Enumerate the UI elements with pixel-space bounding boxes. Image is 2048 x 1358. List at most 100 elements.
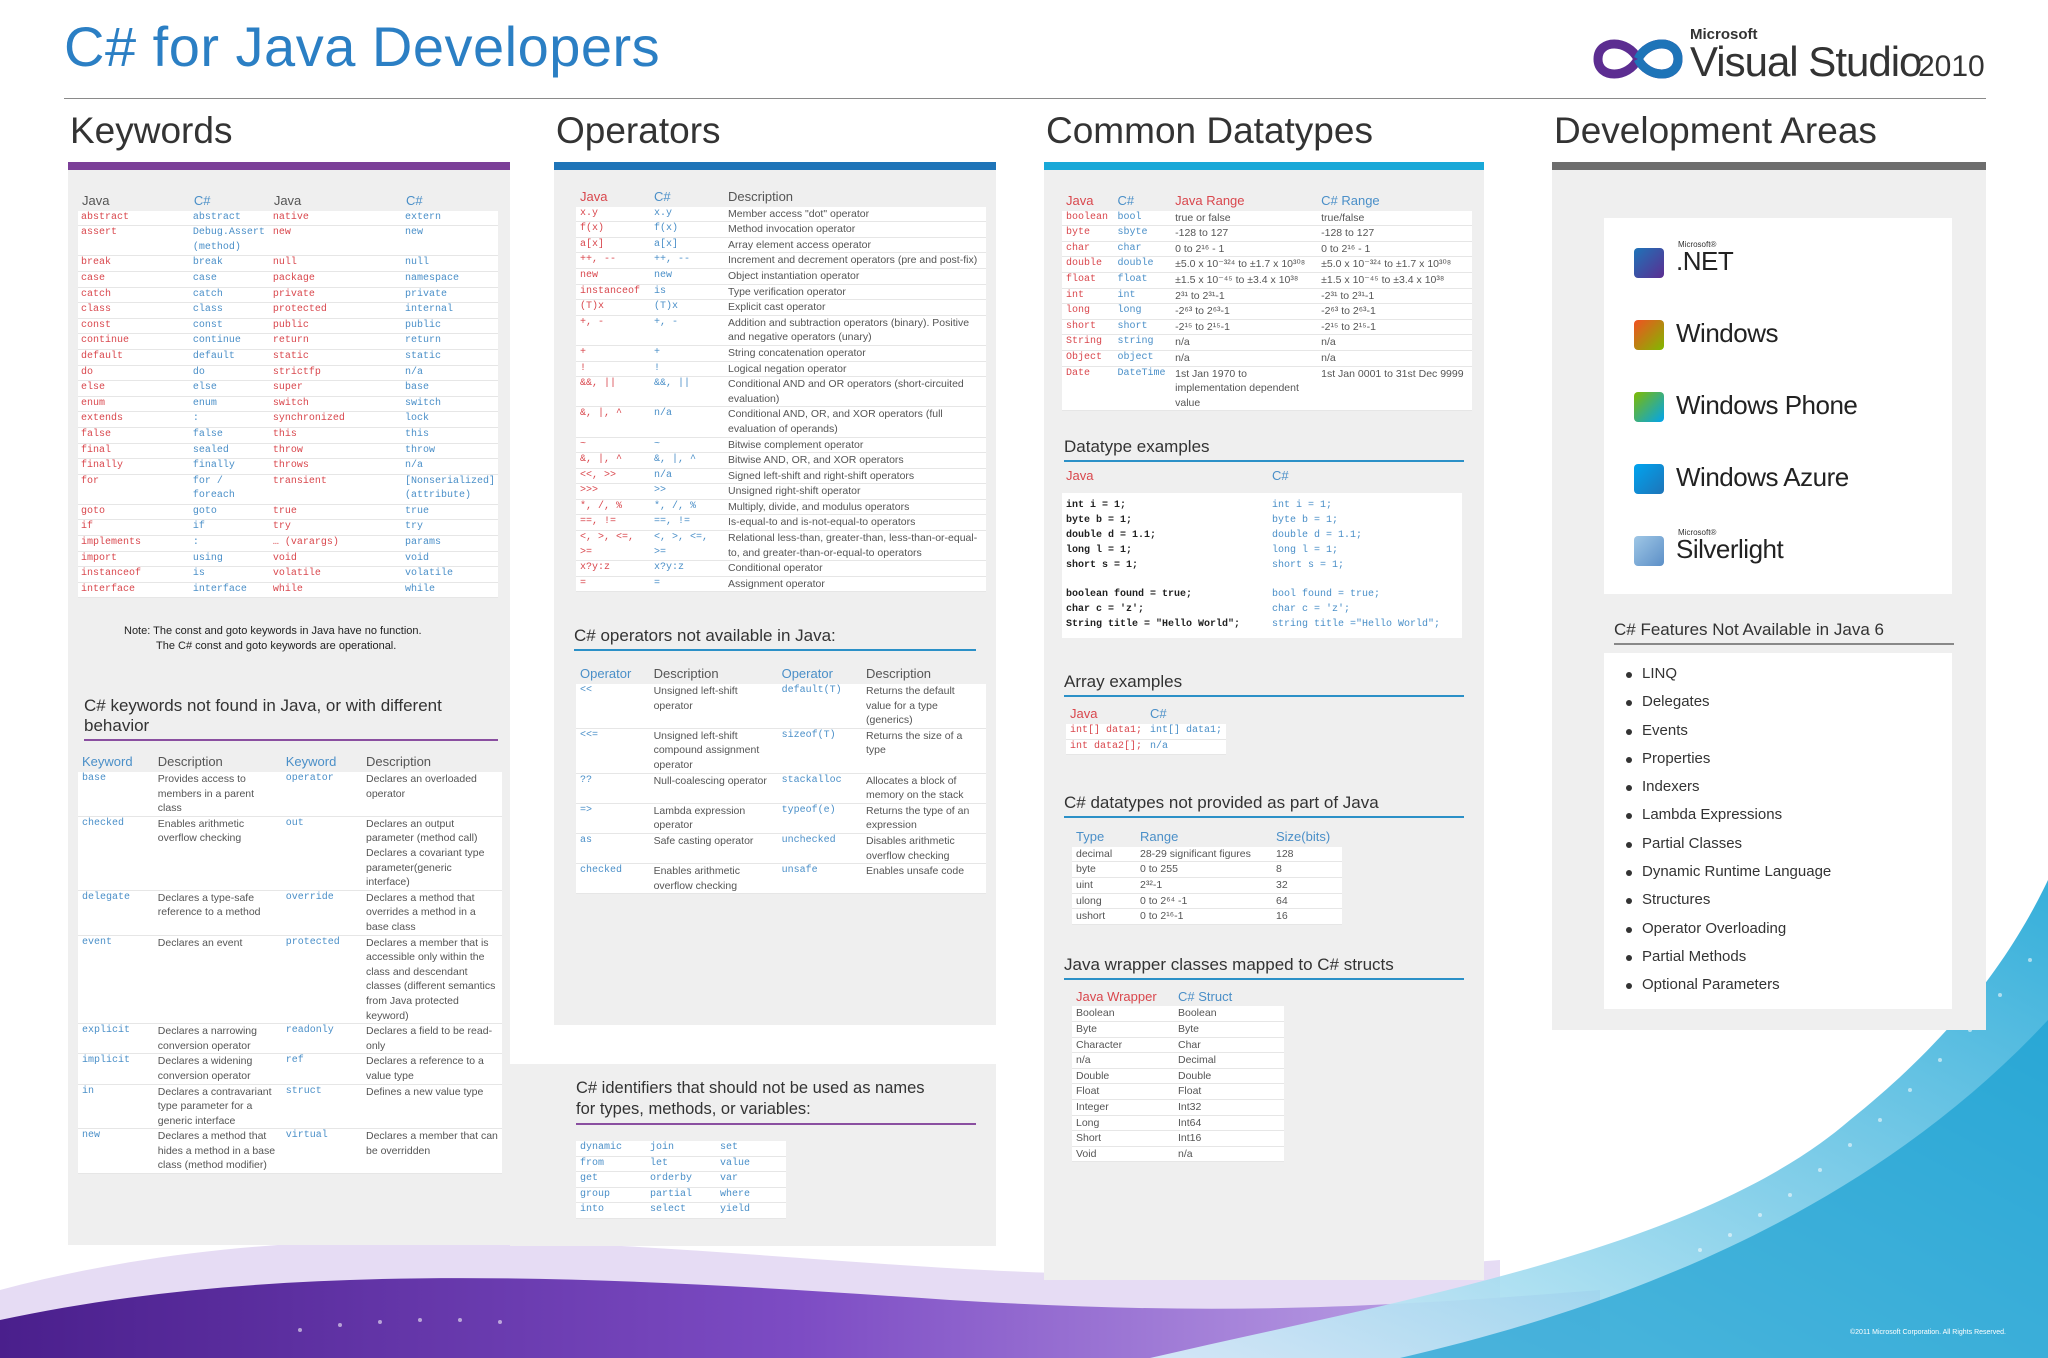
table-cell: short <box>1062 319 1114 336</box>
table-cell: Declares a type-safe reference to a meth… <box>153 890 282 936</box>
table-cell: while <box>269 582 402 599</box>
table-cell: Decimal <box>1174 1053 1284 1069</box>
table-header-row: Java C# Java Range C# Range <box>1062 193 1472 211</box>
table-cell: Enables unsafe code <box>862 864 986 895</box>
table-cell: sealed <box>189 443 270 460</box>
table-cell: this <box>401 427 498 444</box>
table-cell: int <box>1062 288 1114 305</box>
table-cell: do <box>78 365 190 382</box>
table-row: !! Logical negation operator <box>576 361 986 378</box>
table-cell: -2¹⁵ to 2¹⁵-1 <box>1171 319 1318 336</box>
copyright-text: ©2011 Microsoft Corporation. All Rights … <box>1850 1329 2006 1336</box>
table-cell: 0 to 2¹⁶ - 1 <box>1317 241 1472 258</box>
table-cell: 0 to 2⁶⁴ -1 <box>1136 893 1272 910</box>
table-cell: 16 <box>1272 909 1342 925</box>
operators-heading: Operators <box>556 110 721 151</box>
table-cell: Double <box>1174 1068 1284 1085</box>
development-area-sup: Microsoft® <box>1678 528 1717 537</box>
table-row: *, /, % *, /, % Multiply, divide, and modu… <box>576 499 986 516</box>
table-cell: true <box>269 504 402 521</box>
column-header: Java <box>82 193 110 208</box>
table-row: Boolean Boolean <box>1072 1006 1284 1023</box>
feature-list-item: Partial Classes <box>1604 835 1952 863</box>
table-cell: where <box>716 1187 786 1204</box>
table-row: &, |, ^ n/a Conditional AND, OR, and XOR o… <box>576 407 986 438</box>
table-row: double double ±5.0 x 10⁻³²⁴ to ±1.7 x 10³⁰… <box>1062 257 1472 273</box>
table-cell: as <box>576 833 650 865</box>
table-row: assert Debug.Assert (method) new new <box>78 226 498 257</box>
table-cell: Lambda expression operator <box>649 803 778 834</box>
table-row: ~ ~ Bitwise complement operator <box>576 437 986 454</box>
table-row: ==, != ==, != Is-equal-to and is-not-equal… <box>576 515 986 532</box>
table-row: &&, || &&, || Conditional AND and OR opera… <box>576 377 986 408</box>
identifiers-heading-line1: C# identifiers that should not be used a… <box>576 1079 925 1097</box>
table-row: explicit Declares a narrowing conversion … <box>78 1024 502 1055</box>
column-header: C# Struct <box>1178 988 1233 1004</box>
table-cell: Unsigned left-shift operator <box>649 684 778 729</box>
table-row: uint 2³²-1 32 <box>1072 878 1342 894</box>
table-row: <, >, <=, >= <, >, <=, >= Relational less-… <box>576 531 986 562</box>
feature-list-item: Structures <box>1604 891 1952 919</box>
table-row: group partial where <box>576 1187 786 1204</box>
feature-list-item: LINQ <box>1604 665 1952 693</box>
table-row: const const public public <box>78 318 498 335</box>
table-cell: throw <box>401 443 498 460</box>
table-row: ++, -- ++, -- Increment and decrement oper… <box>576 253 986 269</box>
table-cell: default <box>78 349 190 366</box>
table-row: checked Enables arithmetic overflow check… <box>576 864 986 895</box>
table-cell: Float <box>1174 1084 1284 1100</box>
table-cell: byte <box>1062 226 1114 242</box>
table-cell: throws <box>269 459 402 475</box>
keywords-note-line1: Note: The const and goto keywords in Jav… <box>124 625 422 638</box>
table-cell: + <box>650 345 724 362</box>
table-cell: package <box>269 271 402 288</box>
table-cell: throw <box>269 443 402 460</box>
table-cell: 8 <box>1272 862 1342 879</box>
table-row: continue continue return return <box>78 334 498 350</box>
table-cell: &&, || <box>650 377 724 408</box>
table-cell: while <box>401 582 498 599</box>
table-row: if if try try <box>78 520 498 537</box>
logo-year-text: 2010 <box>1918 50 1985 83</box>
table-cell: transient <box>269 474 402 505</box>
code-line: long l = 1; <box>1272 544 1339 556</box>
table-cell: x?y:z <box>576 561 650 577</box>
table-cell: Disables arithmetic overflow checking <box>862 833 986 865</box>
development-color-bar <box>1552 162 1986 170</box>
table-cell: Declares an overloaded operator <box>362 772 502 817</box>
code-line: short s = 1; <box>1066 559 1139 571</box>
table-cell: case <box>189 271 270 288</box>
development-area-name: Windows Azure <box>1676 462 1849 492</box>
table-cell: Integer <box>1072 1099 1174 1116</box>
table-cell: 64 <box>1272 893 1342 910</box>
table-row: Void n/a <box>1072 1146 1284 1163</box>
keywords-color-bar <box>68 162 510 170</box>
table-cell: strictfp <box>269 365 402 382</box>
table-cell: return <box>401 334 498 350</box>
identifiers-panel: C# identifiers that should not be used a… <box>510 1064 996 1246</box>
table-cell: Declares a field to be read-only <box>362 1024 502 1055</box>
table-cell: Relational less-than, greater-than, less… <box>724 531 986 562</box>
table-row: => Lambda expression operator typeof(e) Ret… <box>576 803 986 834</box>
table-cell: Declares a narrowing conversion operator <box>153 1024 282 1055</box>
table-cell: protected <box>281 935 362 1025</box>
table-cell: Short <box>1072 1131 1174 1147</box>
keywords-section: Keywords <box>68 110 510 170</box>
table-cell: ++, -- <box>650 253 724 269</box>
table-cell: 0 to 2¹⁶-1 <box>1136 909 1272 925</box>
table-cell: using <box>189 551 270 568</box>
table-cell: *, /, % <box>576 499 650 516</box>
table-cell: implicit <box>78 1054 154 1085</box>
table-cell: (T)x <box>650 300 724 316</box>
table-cell: 1st Jan 0001 to 31st Dec 9999 <box>1317 366 1472 412</box>
table-header-row: Type Range Size(bits) <box>1072 830 1342 847</box>
table-cell: event <box>78 935 154 1025</box>
table-row: Short Int16 <box>1072 1131 1284 1147</box>
table-cell: true/false <box>1317 210 1472 227</box>
development-areas-box: Microsoft® .NET Windows Windows Phone Window… <box>1604 218 1952 594</box>
table-row: into select yield <box>576 1203 786 1219</box>
keywords-heading: Keywords <box>70 110 233 151</box>
identifiers-table: dynamic join set from let value get orderby var g… <box>576 1141 786 1219</box>
table-cell: &, |, ^ <box>650 453 724 469</box>
table-cell: select <box>646 1203 716 1219</box>
